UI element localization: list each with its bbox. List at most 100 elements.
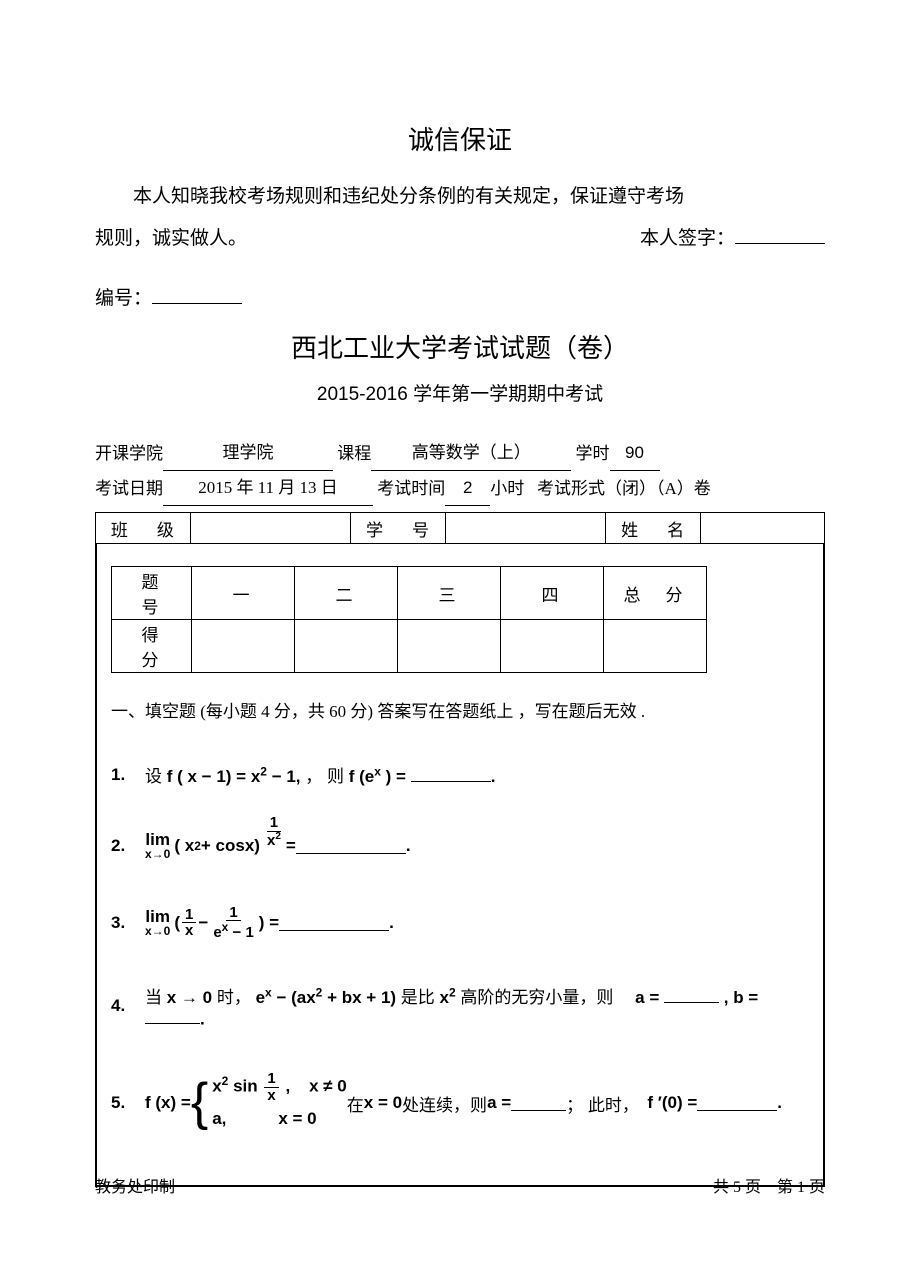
q1-mid: ， 则	[305, 767, 348, 786]
q1-expr1: f ( x − 1) = x	[167, 767, 261, 786]
frac-num: 1	[182, 907, 196, 924]
hours-label: 学时	[576, 444, 610, 463]
table-row: 班 级 学 号 姓 名	[96, 513, 825, 544]
honesty-text-left: 规则，诚实做人。	[95, 221, 247, 257]
q2-dot: .	[406, 836, 411, 856]
answer-blank[interactable]	[296, 838, 406, 854]
serial-label: 编号：	[95, 288, 152, 309]
frac-num: 1	[267, 815, 281, 832]
frac-den: x	[264, 1088, 278, 1104]
question-number: 2.	[111, 836, 131, 856]
name-header: 姓 名	[606, 513, 701, 544]
q4-t4b: − (ax	[272, 988, 316, 1007]
answer-blank[interactable]	[411, 766, 491, 782]
exam-title: 西北工业大学考试试题（卷）	[95, 328, 825, 365]
score-col-1: 一	[192, 567, 295, 620]
question-3: 3. lim x→0 ( 1 x − 1 ex − 1 ) = .	[111, 905, 809, 942]
question-number: 3.	[111, 913, 131, 933]
score-col-total: 总 分	[604, 567, 707, 620]
frac-den: x2	[264, 832, 284, 849]
exponent-fraction: 1 x2	[264, 815, 284, 849]
score-blank[interactable]	[398, 620, 501, 673]
q4-t5: 是比	[401, 988, 440, 1007]
q4-t4a: e	[256, 988, 265, 1007]
question-1: 1. 设 f ( x − 1) = x2 − 1, ， 则 f (ex ) = …	[111, 762, 809, 787]
table-row: 得 分	[112, 620, 707, 673]
question-number: 5.	[111, 1093, 131, 1113]
q4-mid: ,	[724, 988, 733, 1007]
duration-value: 2	[445, 471, 490, 506]
q4-t6: x	[440, 988, 449, 1007]
date-value: 2015 年 11 月 13 日	[163, 471, 373, 506]
fraction-1: 1 x	[182, 907, 196, 940]
name-blank[interactable]	[701, 513, 825, 544]
q4-b-label: b =	[733, 988, 758, 1007]
score-blank[interactable]	[501, 620, 604, 673]
q1-expr1b: − 1,	[267, 767, 301, 786]
limit-operator: lim x→0	[145, 908, 170, 937]
q3-rp: ) =	[259, 913, 279, 933]
answer-blank[interactable]	[511, 1095, 566, 1111]
q3-dot: .	[389, 913, 394, 933]
q1-pre: 设	[145, 767, 167, 786]
score-col-2: 二	[295, 567, 398, 620]
q2-eq: =	[286, 836, 296, 856]
question-body: lim x→0 ( x2 + cosx) 1 x2 = .	[145, 829, 411, 863]
class-table: 班 级 学 号 姓 名	[95, 512, 825, 544]
class-blank[interactable]	[190, 513, 350, 544]
frac-num: 1	[264, 1071, 278, 1088]
id-blank[interactable]	[445, 513, 605, 544]
piecewise-brace: { x2 sin 1 x , x ≠ 0 a, x = 0	[191, 1071, 347, 1134]
question-body: lim x→0 ( 1 x − 1 ex − 1 ) = .	[145, 905, 394, 942]
table-row: 题 号 一 二 三 四 总 分	[112, 567, 707, 620]
question-4: 4. 当 x → 0 时， ex − (ax2 + bx + 1) 是比 x2 …	[111, 983, 809, 1029]
answer-blank[interactable]	[145, 1008, 200, 1024]
limit-operator: lim x→0	[145, 831, 170, 860]
hours-value: 90	[610, 436, 660, 471]
score-col-3: 三	[398, 567, 501, 620]
frac-den: ex − 1	[210, 921, 256, 941]
q1-expr2b: ) =	[381, 767, 406, 786]
score-blank[interactable]	[192, 620, 295, 673]
fraction-2: 1 ex − 1	[210, 905, 256, 942]
serial-blank[interactable]	[152, 284, 242, 304]
q4-dot: .	[200, 1009, 205, 1028]
exam-subtitle: 2015-2016 学年第一学期期中考试	[95, 379, 825, 406]
info-rows: 开课学院理学院 课程高等数学（上） 学时90 考试日期2015 年 11 月 1…	[95, 436, 825, 506]
exam-page: 诚信保证 本人知晓我校考场规则和违纪处分条例的有关规定，保证遵守考场 规则，诚实…	[0, 0, 920, 1277]
serial-line: 编号：	[95, 283, 825, 310]
signature-field: 本人签字：	[640, 221, 825, 257]
piecewise-line-1: x2 sin 1 x , x ≠ 0	[212, 1071, 347, 1104]
footer-left: 教务处印制	[95, 1173, 175, 1197]
q5-a-label: a =	[487, 1093, 511, 1113]
footer-right: 共 5 页 第 1 页	[713, 1173, 825, 1197]
question-body: 当 x → 0 时， ex − (ax2 + bx + 1) 是比 x2 高阶的…	[145, 983, 809, 1029]
form-label: 考试形式（闭）（A）卷	[537, 479, 711, 498]
main-content-box: 题 号 一 二 三 四 总 分 得 分 一、填空题 (每小题 4 分，共 60 …	[95, 544, 825, 1186]
lim-top: lim	[145, 908, 170, 925]
answer-blank[interactable]	[279, 915, 389, 931]
score-blank[interactable]	[295, 620, 398, 673]
q2-base-b: + cos	[201, 836, 245, 856]
frac-den: x	[182, 923, 196, 939]
q4-a-label: a =	[635, 988, 659, 1007]
q4-t1: 当	[145, 988, 167, 1007]
answer-blank[interactable]	[664, 987, 719, 1003]
info-row-2: 考试日期2015 年 11 月 13 日 考试时间2小时 考试形式（闭）（A）卷	[95, 471, 825, 506]
q5-pre: f (x) =	[145, 1093, 191, 1113]
score-header-num: 题 号	[112, 567, 192, 620]
question-body: f (x) = { x2 sin 1 x , x ≠ 0	[145, 1071, 782, 1134]
signature-label: 本人签字：	[640, 228, 735, 249]
q4-t3: 时，	[217, 988, 251, 1007]
q5-fp: f ′(0) =	[647, 1093, 697, 1113]
signature-blank[interactable]	[735, 224, 825, 244]
frac-num: 1	[226, 905, 240, 922]
q5-mid1: 在	[347, 1091, 364, 1116]
q5-dot: .	[777, 1093, 782, 1113]
score-blank[interactable]	[604, 620, 707, 673]
answer-blank[interactable]	[697, 1095, 777, 1111]
lim-bot: x→0	[145, 848, 170, 860]
date-label: 考试日期	[95, 479, 163, 498]
q4-t2: x → 0	[167, 988, 212, 1007]
info-row-1: 开课学院理学院 课程高等数学（上） 学时90	[95, 436, 825, 471]
